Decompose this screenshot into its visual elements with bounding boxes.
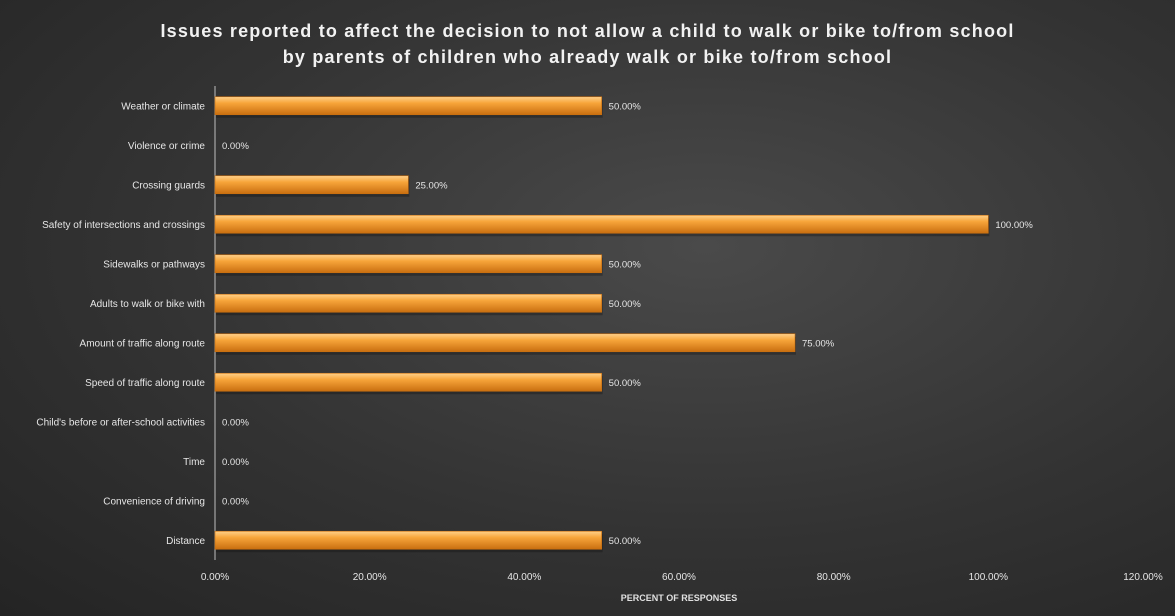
data-label: 0.00% bbox=[222, 417, 249, 428]
data-label: 100.00% bbox=[995, 220, 1033, 231]
bar bbox=[214, 333, 796, 353]
category-label: Speed of traffic along route bbox=[85, 378, 205, 389]
bar bbox=[214, 96, 602, 116]
x-tick-label: 120.00% bbox=[1123, 572, 1163, 583]
data-label: 50.00% bbox=[609, 536, 642, 547]
x-axis-title: PERCENT OF RESPONSES bbox=[621, 593, 738, 603]
category-label: Crossing guards bbox=[132, 180, 205, 191]
bar bbox=[214, 530, 602, 550]
category-label: Violence or crime bbox=[128, 141, 206, 152]
bar bbox=[214, 214, 989, 234]
bar bbox=[214, 293, 602, 313]
chart-title-line-2: by parents of children who already walk … bbox=[282, 47, 893, 67]
category-label: Sidewalks or pathways bbox=[103, 259, 205, 270]
category-label: Weather or climate bbox=[121, 101, 205, 112]
bar bbox=[214, 254, 602, 274]
data-label: 0.00% bbox=[222, 496, 249, 507]
data-label: 50.00% bbox=[609, 378, 642, 389]
chart-title: Issues reported to affect the decision t… bbox=[0, 18, 1175, 70]
data-label: 50.00% bbox=[609, 299, 642, 310]
data-label: 75.00% bbox=[802, 338, 835, 349]
data-label: 0.00% bbox=[222, 141, 249, 152]
x-tick-label: 60.00% bbox=[662, 572, 696, 583]
category-label: Time bbox=[183, 457, 205, 468]
category-label: Amount of traffic along route bbox=[80, 338, 206, 349]
bar bbox=[214, 175, 409, 195]
chart-title-line-1: Issues reported to affect the decision t… bbox=[160, 21, 1015, 41]
x-tick-label: 100.00% bbox=[969, 572, 1009, 583]
category-label: Adults to walk or bike with bbox=[90, 299, 205, 310]
data-label: 25.00% bbox=[415, 180, 448, 191]
x-tick-label: 20.00% bbox=[353, 572, 387, 583]
data-label: 50.00% bbox=[609, 259, 642, 270]
bar bbox=[214, 372, 602, 392]
data-label: 0.00% bbox=[222, 457, 249, 468]
x-tick-label: 0.00% bbox=[201, 572, 229, 583]
category-label: Safety of intersections and crossings bbox=[42, 220, 205, 231]
category-label: Convenience of driving bbox=[103, 496, 205, 507]
category-label: Child's before or after-school activitie… bbox=[36, 417, 205, 428]
data-label: 50.00% bbox=[609, 101, 642, 112]
x-tick-label: 80.00% bbox=[817, 572, 851, 583]
category-label: Distance bbox=[166, 536, 205, 547]
x-tick-label: 40.00% bbox=[507, 572, 541, 583]
